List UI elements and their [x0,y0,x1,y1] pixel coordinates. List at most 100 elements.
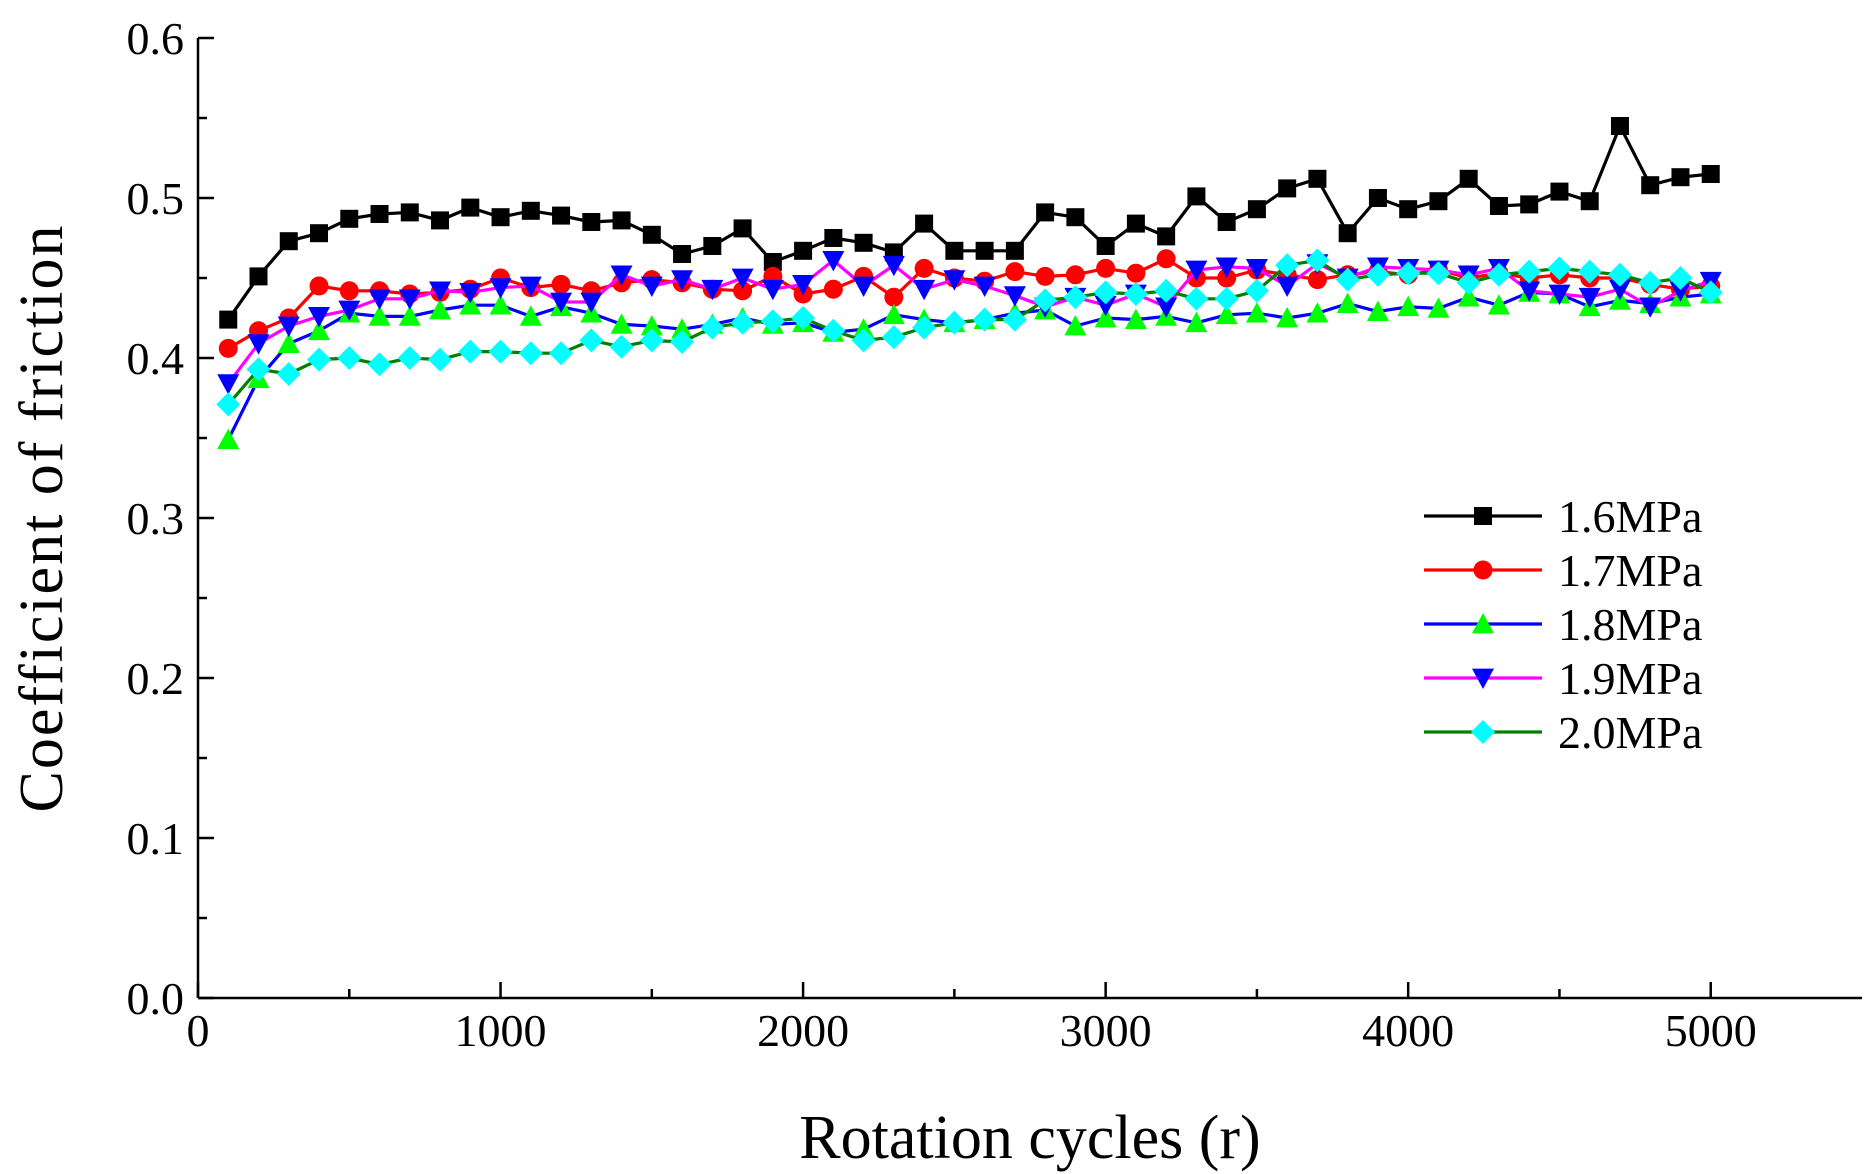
data-point [1336,292,1359,313]
data-point [821,318,846,343]
data-point [1245,302,1268,323]
data-point [1096,237,1115,255]
data-point [340,209,359,228]
data-point [731,268,754,289]
data-point [1217,213,1236,231]
data-point [1278,179,1297,198]
x-axis: 0 1000 2000 3000 4000 5000 [187,982,1757,1056]
legend-item: 1.8MPa [1424,599,1702,650]
data-point [488,339,513,364]
data-point [398,289,421,310]
data-point [521,201,540,220]
data-point [1187,187,1206,206]
series-2.0MPa [216,248,1723,417]
data-point [1247,200,1266,219]
data-point [1578,287,1601,309]
data-point [1547,256,1572,281]
data-point [609,334,634,359]
data-point [1668,266,1693,290]
data-point [824,229,843,247]
data-point [1036,203,1055,222]
data-point [307,347,332,372]
data-point [1550,182,1569,201]
legend-marker [1471,720,1495,744]
data-point [1276,276,1299,297]
data-point [1306,302,1329,323]
data-point [1459,169,1478,188]
data-point [1002,307,1027,332]
series-1.6MPa [219,117,1720,329]
data-point [760,309,785,334]
data-point [1156,249,1176,269]
legend-item: 1.6MPa [1424,491,1702,542]
data-point [1487,294,1510,315]
y-tick-label: 0.3 [127,493,185,544]
data-point [552,206,571,225]
x-tick-label: 1000 [455,1005,547,1056]
data-point [429,281,452,302]
data-point [491,208,510,227]
data-point [1308,169,1327,188]
data-point [1577,259,1602,284]
data-point [1365,262,1390,287]
data-point [489,278,512,299]
data-point [1093,280,1118,305]
data-point [1215,303,1238,325]
data-point [1005,241,1024,260]
data-point [370,205,389,223]
data-point [612,211,631,230]
data-point [733,219,752,238]
data-point [339,281,359,301]
y-tick-label: 0.6 [127,13,185,64]
data-point [792,275,815,296]
data-point [1671,168,1690,187]
data-point [461,198,480,217]
data-point [1698,280,1723,305]
data-point [822,251,845,272]
data-point [337,346,362,370]
data-point [1427,297,1450,318]
data-point [1184,286,1209,311]
data-point [428,347,453,372]
data-point [1669,281,1692,302]
data-point [1338,224,1357,243]
data-point [309,276,329,296]
data-point [397,346,422,370]
data-point [763,253,782,271]
data-point [1426,261,1451,286]
data-point [1123,282,1148,306]
data-point [852,318,875,339]
data-point [1399,200,1418,219]
data-point [794,241,813,260]
data-point [217,374,240,395]
data-point [1517,259,1542,284]
data-point [761,279,784,301]
data-point [733,281,753,301]
data-point [640,315,663,336]
data-point [1154,278,1179,303]
data-point [882,255,905,277]
data-point [1005,262,1025,282]
data-point [1305,248,1330,273]
legend-label: 1.7MPa [1558,545,1702,596]
data-point [1215,257,1238,278]
data-point [670,330,695,354]
data-point [882,303,905,325]
data-point [642,225,661,244]
data-point [459,283,482,304]
data-point [338,300,361,321]
data-point [1245,259,1268,280]
data-point [881,325,906,350]
legend-label: 1.6MPa [1558,491,1702,542]
data-point [1185,260,1208,281]
data-point [1489,197,1508,215]
data-point [549,341,574,366]
y-axis-title: Coefficient of friction [8,224,76,813]
y-tick-label: 0.1 [127,813,185,864]
data-point [1244,278,1269,303]
data-point [1396,261,1421,286]
data-point [367,352,392,377]
data-point [1094,307,1117,328]
data-point [1094,295,1117,317]
